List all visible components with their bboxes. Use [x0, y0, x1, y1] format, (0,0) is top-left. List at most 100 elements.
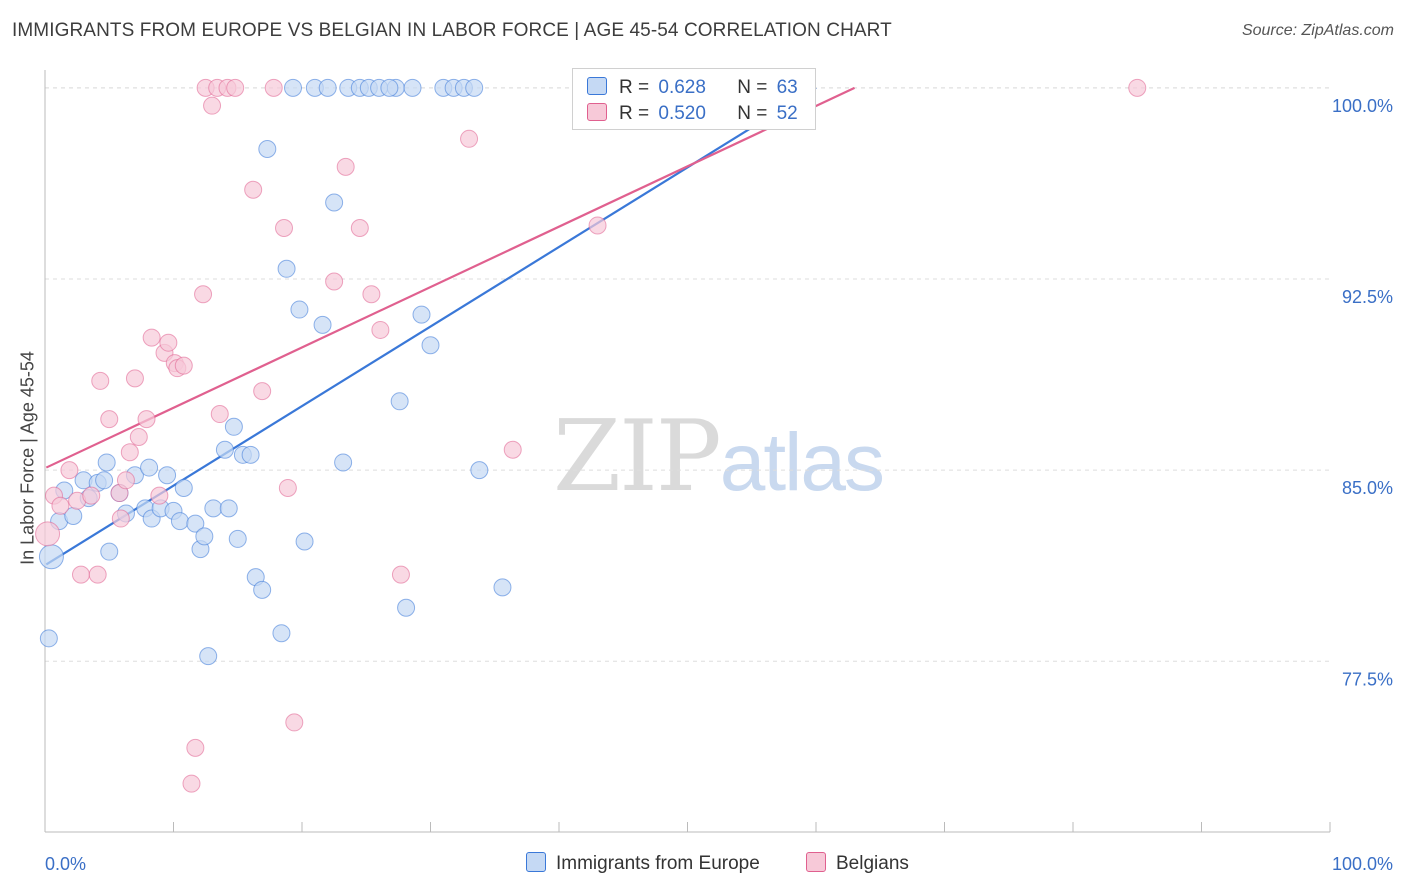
- bottom-legend-belgians: Belgians: [806, 852, 909, 875]
- trend-line-belgians: [45, 86, 856, 469]
- watermark-atlas: atlas: [719, 417, 885, 508]
- correlation-legend: R = 0.628 N = 63 R = 0.520 N = 52: [572, 68, 816, 130]
- data-point: [503, 440, 522, 459]
- y-tick-label: 77.5%: [1342, 669, 1393, 689]
- data-point: [204, 499, 223, 518]
- data-point: [397, 598, 416, 617]
- data-point: [403, 78, 422, 97]
- series-belgians: [35, 78, 1147, 793]
- watermark-zip: ZIP: [553, 400, 722, 514]
- data-points: [35, 78, 1147, 793]
- legend-r-label: R =: [619, 103, 650, 124]
- data-point: [71, 565, 90, 584]
- data-point: [336, 157, 355, 176]
- data-point: [285, 713, 304, 732]
- data-point: [194, 285, 213, 304]
- data-point: [199, 647, 218, 666]
- data-point: [371, 320, 390, 339]
- data-point: [334, 453, 353, 472]
- data-point: [412, 305, 431, 324]
- bottom-legend-label-belgians: Belgians: [836, 853, 909, 874]
- data-point: [116, 471, 135, 490]
- data-point: [35, 521, 61, 547]
- data-point: [97, 453, 116, 472]
- data-point: [465, 78, 484, 97]
- data-point: [313, 315, 332, 334]
- data-point: [275, 219, 294, 238]
- data-point: [125, 369, 144, 388]
- data-point: [325, 272, 344, 291]
- axes: [44, 70, 1331, 833]
- data-point: [60, 461, 79, 480]
- data-point: [493, 578, 512, 597]
- data-point: [277, 259, 296, 278]
- data-point: [150, 486, 169, 505]
- data-point: [224, 417, 243, 436]
- y-axis-label: In Labor Force | Age 45-54: [17, 351, 38, 565]
- tick-labels: 77.5% 85.0% 92.5% 100.0% 0.0% 100.0%: [45, 96, 1393, 874]
- data-point: [350, 219, 369, 238]
- data-point: [228, 529, 247, 548]
- data-point: [278, 478, 297, 497]
- legend-n-value: 63: [776, 77, 798, 98]
- data-point: [174, 478, 193, 497]
- data-point: [170, 512, 189, 531]
- data-point: [460, 129, 479, 148]
- data-point: [158, 466, 177, 485]
- data-point: [91, 371, 110, 390]
- series-europe: [38, 78, 512, 666]
- data-point: [142, 328, 161, 347]
- data-point: [219, 499, 238, 518]
- data-point: [380, 78, 399, 97]
- legend-swatch-belgians: [587, 103, 607, 121]
- data-point: [51, 496, 70, 515]
- source-label: Source: ZipAtlas.com: [1241, 22, 1394, 39]
- data-point: [391, 565, 410, 584]
- data-point: [253, 382, 272, 401]
- data-point: [39, 629, 58, 648]
- gridlines: [45, 87, 1330, 662]
- data-point: [215, 440, 234, 459]
- trend-lines: [45, 86, 856, 566]
- y-tick-label: 100.0%: [1332, 96, 1393, 116]
- data-point: [241, 445, 260, 464]
- data-point: [470, 461, 489, 480]
- data-point: [253, 580, 272, 599]
- bottom-legend-europe: Immigrants from Europe: [526, 852, 760, 875]
- bottom-legend-swatch-belgians: [806, 852, 826, 872]
- y-tick-label: 92.5%: [1342, 287, 1393, 307]
- legend-n-value: 52: [776, 103, 798, 124]
- data-point: [362, 285, 381, 304]
- data-point: [258, 140, 277, 159]
- data-point: [137, 410, 156, 429]
- legend-row-europe: R = 0.628 N = 63: [587, 77, 798, 99]
- data-point: [38, 544, 64, 570]
- data-point: [186, 514, 205, 533]
- data-point: [390, 392, 409, 411]
- data-point: [203, 96, 222, 115]
- legend-row-belgians: R = 0.520 N = 52: [587, 103, 798, 125]
- legend-r-value: 0.520: [658, 103, 706, 124]
- data-point: [272, 624, 291, 643]
- data-point: [284, 78, 303, 97]
- data-point: [82, 486, 101, 505]
- data-point: [290, 300, 309, 319]
- data-point: [100, 542, 119, 561]
- data-point: [100, 410, 119, 429]
- chart-title: IMMIGRANTS FROM EUROPE VS BELGIAN IN LAB…: [12, 20, 892, 41]
- data-point: [129, 427, 148, 446]
- data-point: [120, 443, 139, 462]
- legend-swatch-europe: [587, 77, 607, 95]
- data-point: [95, 471, 114, 490]
- legend-r-label: R =: [619, 77, 650, 98]
- data-point: [182, 774, 201, 793]
- data-point: [421, 336, 440, 355]
- legend-n-label: N =: [737, 103, 768, 124]
- data-point: [318, 78, 337, 97]
- x-tick-label-max: 100.0%: [1332, 854, 1393, 874]
- data-point: [159, 333, 178, 352]
- data-point: [210, 405, 229, 424]
- legend-r-value: 0.628: [658, 77, 706, 98]
- x-tick-label-min: 0.0%: [45, 854, 86, 874]
